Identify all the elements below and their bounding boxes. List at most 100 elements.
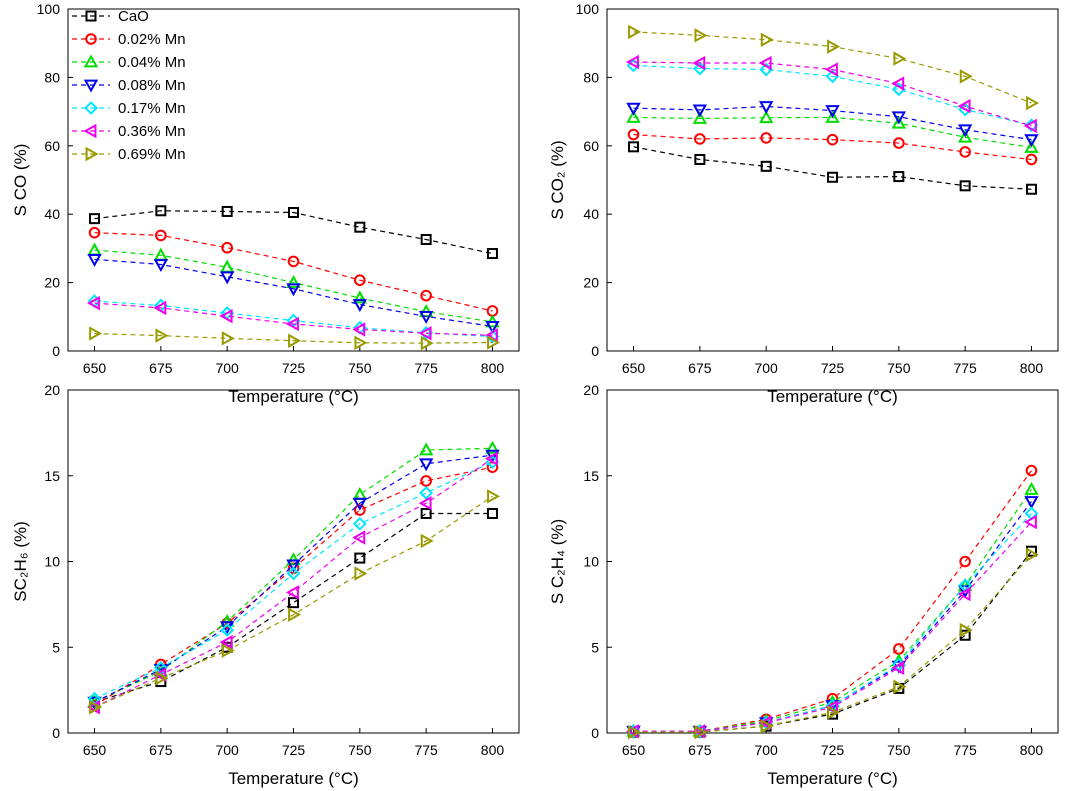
marker bbox=[418, 458, 434, 472]
marker bbox=[420, 289, 432, 302]
marker bbox=[1024, 139, 1039, 153]
y-tick-label: 0 bbox=[591, 343, 599, 359]
marker bbox=[288, 333, 302, 348]
marker bbox=[484, 451, 498, 466]
panel: 650 675 700 725 750 775 800 0 20 40 60 80 100 Tempera… bbox=[11, 1, 520, 406]
x-tick-label: 725 bbox=[282, 742, 306, 758]
y-tick-label: 80 bbox=[583, 69, 599, 85]
marker bbox=[87, 242, 102, 256]
y-tick-label: 15 bbox=[44, 468, 60, 484]
marker bbox=[88, 226, 101, 239]
marker bbox=[153, 259, 169, 273]
marker bbox=[959, 69, 973, 84]
marker bbox=[1026, 95, 1040, 111]
marker bbox=[893, 51, 907, 66]
panel: 650 675 700 725 750 775 800 0 20 40 60 80 100 Tempera… bbox=[548, 1, 1059, 406]
marker bbox=[1023, 118, 1037, 134]
x-tick-label: 725 bbox=[821, 742, 845, 758]
y-tick-label: 10 bbox=[583, 554, 599, 570]
marker bbox=[891, 115, 907, 129]
marker bbox=[153, 300, 167, 316]
marker bbox=[1024, 134, 1039, 148]
marker bbox=[628, 724, 642, 740]
marker bbox=[288, 607, 302, 622]
marker bbox=[354, 566, 368, 581]
marker bbox=[419, 485, 434, 500]
marker bbox=[89, 213, 101, 225]
marker bbox=[893, 171, 905, 183]
marker bbox=[824, 62, 838, 77]
marker bbox=[758, 715, 772, 730]
marker bbox=[420, 335, 434, 351]
marker bbox=[221, 331, 235, 346]
marker bbox=[86, 295, 100, 311]
x-axis-label: Temperature (°C) bbox=[767, 769, 898, 788]
marker bbox=[155, 328, 169, 343]
y-tick-label: 100 bbox=[576, 1, 600, 17]
legend: CaO 0.02% Mn 0.04% Mn 0.08% Mn 0.17% Mn 0.36%… bbox=[72, 8, 186, 163]
marker bbox=[1026, 547, 1040, 562]
marker bbox=[957, 586, 971, 602]
marker bbox=[627, 128, 640, 141]
marker bbox=[957, 129, 973, 143]
x-axis-label: Temperature (°C) bbox=[767, 387, 898, 406]
x-tick-label: 700 bbox=[215, 360, 239, 376]
x-tick-label: 800 bbox=[1020, 360, 1044, 376]
x-tick-label: 750 bbox=[348, 360, 372, 376]
marker bbox=[221, 241, 233, 254]
marker bbox=[285, 585, 299, 600]
y-axis-label: S C₂H₄ (%) bbox=[548, 519, 567, 604]
x-tick-label: 675 bbox=[149, 360, 173, 376]
marker bbox=[83, 79, 99, 93]
y-tick-label: 40 bbox=[583, 206, 599, 222]
x-tick-label: 675 bbox=[688, 742, 712, 758]
series-line bbox=[94, 461, 493, 700]
x-tick-label: 675 bbox=[688, 360, 712, 376]
marker bbox=[893, 679, 907, 694]
marker bbox=[957, 124, 973, 138]
y-axis-label: SC₂H₆ (%) bbox=[11, 521, 30, 602]
marker bbox=[153, 667, 167, 682]
marker bbox=[354, 335, 368, 350]
marker bbox=[352, 497, 368, 511]
marker bbox=[760, 718, 774, 734]
marker bbox=[83, 54, 99, 68]
legend-label: 0.36% Mn bbox=[118, 123, 186, 140]
x-tick-label: 775 bbox=[953, 742, 977, 758]
marker bbox=[694, 28, 708, 43]
series-line bbox=[94, 232, 493, 312]
plot-frame bbox=[606, 8, 1059, 352]
legend-label: 0.08% Mn bbox=[118, 77, 186, 94]
marker bbox=[418, 326, 432, 341]
series-line bbox=[94, 454, 493, 703]
y-tick-label: 15 bbox=[583, 468, 599, 484]
marker bbox=[827, 705, 841, 720]
marker bbox=[418, 442, 434, 456]
marker bbox=[827, 39, 841, 54]
series-line bbox=[94, 300, 493, 338]
x-tick-label: 775 bbox=[414, 360, 438, 376]
marker bbox=[486, 248, 498, 260]
marker bbox=[89, 700, 103, 715]
marker bbox=[957, 98, 971, 114]
x-tick-label: 800 bbox=[1020, 742, 1044, 758]
marker bbox=[155, 205, 167, 217]
marker bbox=[286, 275, 301, 288]
series-line bbox=[94, 495, 493, 708]
marker bbox=[286, 559, 301, 573]
series-line bbox=[94, 332, 493, 344]
marker bbox=[1025, 183, 1037, 195]
y-tick-label: 40 bbox=[44, 206, 60, 222]
marker bbox=[219, 634, 233, 650]
marker bbox=[287, 255, 300, 268]
marker bbox=[487, 335, 501, 350]
marker bbox=[694, 153, 706, 165]
y-tick-label: 20 bbox=[44, 275, 60, 291]
marker bbox=[219, 308, 233, 324]
marker bbox=[354, 274, 366, 287]
marker bbox=[625, 54, 639, 70]
marker bbox=[694, 133, 706, 145]
marker bbox=[486, 507, 498, 519]
marker bbox=[626, 109, 641, 123]
